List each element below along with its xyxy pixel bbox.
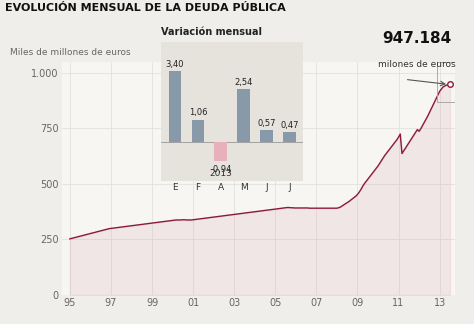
Text: -0,94: -0,94	[210, 165, 231, 174]
Bar	[260, 130, 273, 142]
Bar	[169, 71, 181, 142]
Text: 1,06: 1,06	[189, 109, 207, 117]
Text: 0,47: 0,47	[280, 121, 299, 130]
Bar	[283, 132, 296, 142]
Text: 0,57: 0,57	[257, 119, 276, 128]
Text: milones de euros: milones de euros	[378, 60, 456, 69]
Text: Miles de millones de euros: Miles de millones de euros	[10, 48, 131, 57]
Text: Variación mensual: Variación mensual	[161, 27, 262, 37]
Text: 2,54: 2,54	[235, 78, 253, 87]
Bar	[191, 120, 204, 142]
Text: 2013: 2013	[210, 169, 232, 178]
Bar	[237, 89, 250, 142]
Text: 947.184: 947.184	[383, 31, 452, 46]
Text: 3,40: 3,40	[166, 60, 184, 69]
Text: EVOLUCIÓN MENSUAL DE LA DEUDA PÚBLICA: EVOLUCIÓN MENSUAL DE LA DEUDA PÚBLICA	[5, 3, 285, 13]
Bar	[214, 142, 227, 161]
Bar	[437, 62, 455, 101]
